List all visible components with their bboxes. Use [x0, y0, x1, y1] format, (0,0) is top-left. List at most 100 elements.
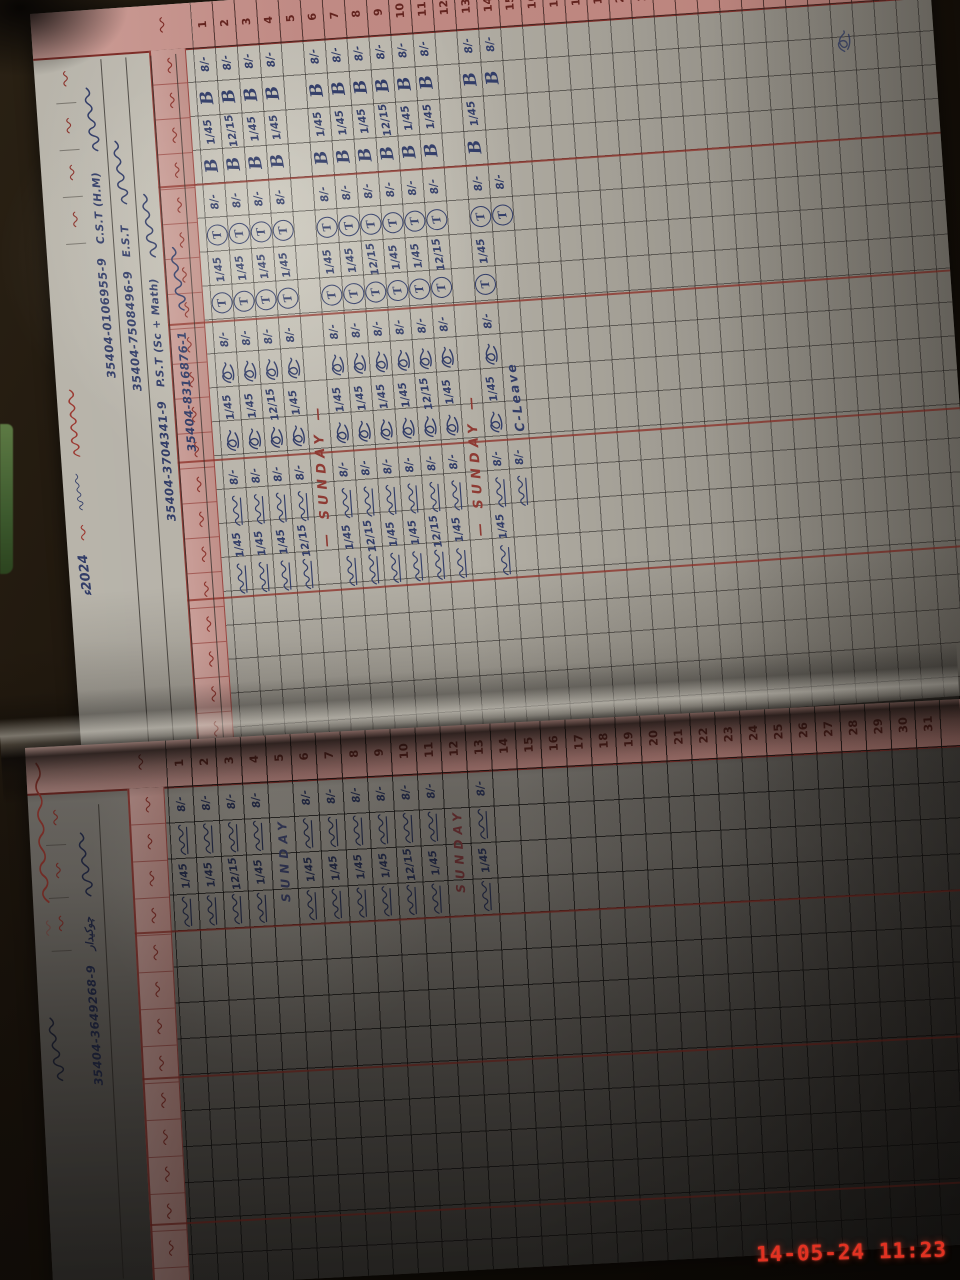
- staff-signature: [298, 557, 315, 592]
- time-mark: 8/-: [202, 184, 226, 219]
- time-mark: 1/45: [197, 114, 221, 149]
- time-mark: 1/45: [471, 842, 498, 879]
- arrival-time: 8/-: [482, 35, 498, 53]
- arrival-time: 8/-: [382, 180, 398, 199]
- staff-signature: [381, 483, 398, 518]
- stray-pen-mark: [832, 27, 854, 56]
- arrival-time: 8/-: [480, 312, 495, 330]
- arrival-time: 8/-: [489, 449, 505, 468]
- day-number-cell: 12: [431, 0, 458, 31]
- staff-signature: [359, 484, 376, 519]
- signature-mark: T: [275, 281, 300, 316]
- time-mark: 8/-: [431, 306, 455, 341]
- time-mark: 8/-: [441, 444, 465, 479]
- staff-name-handwriting: [81, 79, 102, 158]
- arrival-time: 8/-: [316, 185, 332, 203]
- signature-mark: B: [371, 68, 395, 103]
- arrival-time: 8/-: [414, 316, 430, 335]
- time-mark: 1/45: [336, 519, 360, 554]
- time-mark: 8/-: [356, 173, 380, 208]
- arrival-time: 8/-: [326, 322, 342, 341]
- day-number-cell: 16: [518, 0, 545, 25]
- date-label: [135, 754, 144, 771]
- staff-signature: [513, 473, 530, 508]
- time-mark: 1/45: [196, 856, 223, 893]
- staff-designation: E.S.T: [118, 224, 133, 258]
- signature-mark: [329, 416, 353, 451]
- arrival-time: 8/-: [207, 192, 222, 211]
- staff-signature: [491, 475, 508, 510]
- arrival-time: 8/-: [423, 782, 438, 800]
- departure-time: 1/45: [176, 862, 193, 890]
- signature-mark: B: [261, 76, 285, 111]
- day-number-cell: 26: [738, 0, 765, 10]
- signature-mark: T: [358, 207, 383, 242]
- time-mark: 8/-: [375, 448, 399, 483]
- signature-mark: [258, 352, 282, 387]
- arrival-time: 8/-: [238, 328, 254, 347]
- time-mark: 1/45: [329, 105, 353, 140]
- arrival-time: 8/-: [380, 457, 395, 475]
- time-mark: 8/-: [278, 317, 302, 352]
- time-mark: 1/45: [263, 109, 287, 144]
- header-caption-cell: [53, 56, 77, 105]
- staff-signature: T: [406, 277, 432, 302]
- departure-time: 1/45: [351, 852, 368, 881]
- day-number-cell: 8: [339, 730, 368, 778]
- staff-signature: [353, 885, 370, 920]
- arrival-time: 8/-: [348, 321, 364, 339]
- time-mark: 1/45: [317, 244, 341, 279]
- signature-mark: [334, 485, 358, 520]
- staff-signature: T: [209, 290, 235, 316]
- signature-mark: [241, 422, 265, 457]
- time-mark: 8/-: [400, 170, 424, 205]
- signature-mark: [404, 549, 428, 584]
- staff-signature: B: [262, 84, 285, 103]
- subheader-label-mark: [152, 982, 161, 999]
- staff-signature: [370, 349, 390, 376]
- staff-signature: T: [318, 283, 344, 309]
- subheader-label-cell: [148, 1156, 185, 1196]
- time-mark: 8/-: [342, 776, 369, 813]
- day-number-cell: 27: [760, 0, 787, 8]
- caption-mark: [50, 810, 59, 827]
- departure-time: 1/45: [311, 110, 328, 138]
- signature-mark: [426, 547, 450, 582]
- staff-signature: [265, 424, 285, 451]
- day-number-cell: 18: [562, 0, 589, 22]
- caption-mark: [60, 71, 69, 89]
- day-number-cell: 2: [189, 738, 219, 786]
- time-mark: 8/-: [390, 32, 414, 67]
- time-mark: 8/-: [366, 311, 390, 346]
- signature-mark: T: [384, 273, 410, 308]
- day-number-cell: 31: [913, 700, 943, 748]
- departure-time: 1/45: [201, 860, 218, 889]
- departure-time: 12/15: [400, 846, 418, 882]
- header-caption-cell: [56, 102, 80, 152]
- staff-signature: B: [310, 149, 333, 167]
- day-number-cell: 6: [289, 732, 319, 781]
- time-mark: 1/45: [239, 388, 263, 423]
- signature-mark: [422, 479, 446, 514]
- day-number-cell: 30: [826, 0, 853, 4]
- staff-signature: [430, 547, 447, 582]
- staff-signature: [349, 813, 366, 848]
- departure-time: 1/45: [220, 393, 238, 421]
- staff-signature: [397, 415, 417, 442]
- staff-name-handwriting: [76, 825, 96, 904]
- date-label: [157, 17, 166, 35]
- departure-time: 1/45: [493, 512, 511, 541]
- staff-signature: B: [415, 73, 438, 92]
- signature-mark: T: [380, 205, 405, 240]
- departure-time: 1/45: [398, 104, 416, 132]
- arrival-time: 8/-: [173, 795, 188, 813]
- arrival-time: 8/-: [472, 779, 488, 797]
- signature-mark: [443, 478, 467, 513]
- arrival-time: 8/-: [270, 465, 286, 483]
- signature-mark: [348, 884, 375, 921]
- time-mark: 8/-: [222, 459, 246, 494]
- page-title-month-year: 2024ء: [60, 386, 108, 727]
- signature-mark: [382, 550, 406, 585]
- staff-signature: T: [380, 210, 405, 236]
- departure-time: 1/45: [449, 515, 467, 544]
